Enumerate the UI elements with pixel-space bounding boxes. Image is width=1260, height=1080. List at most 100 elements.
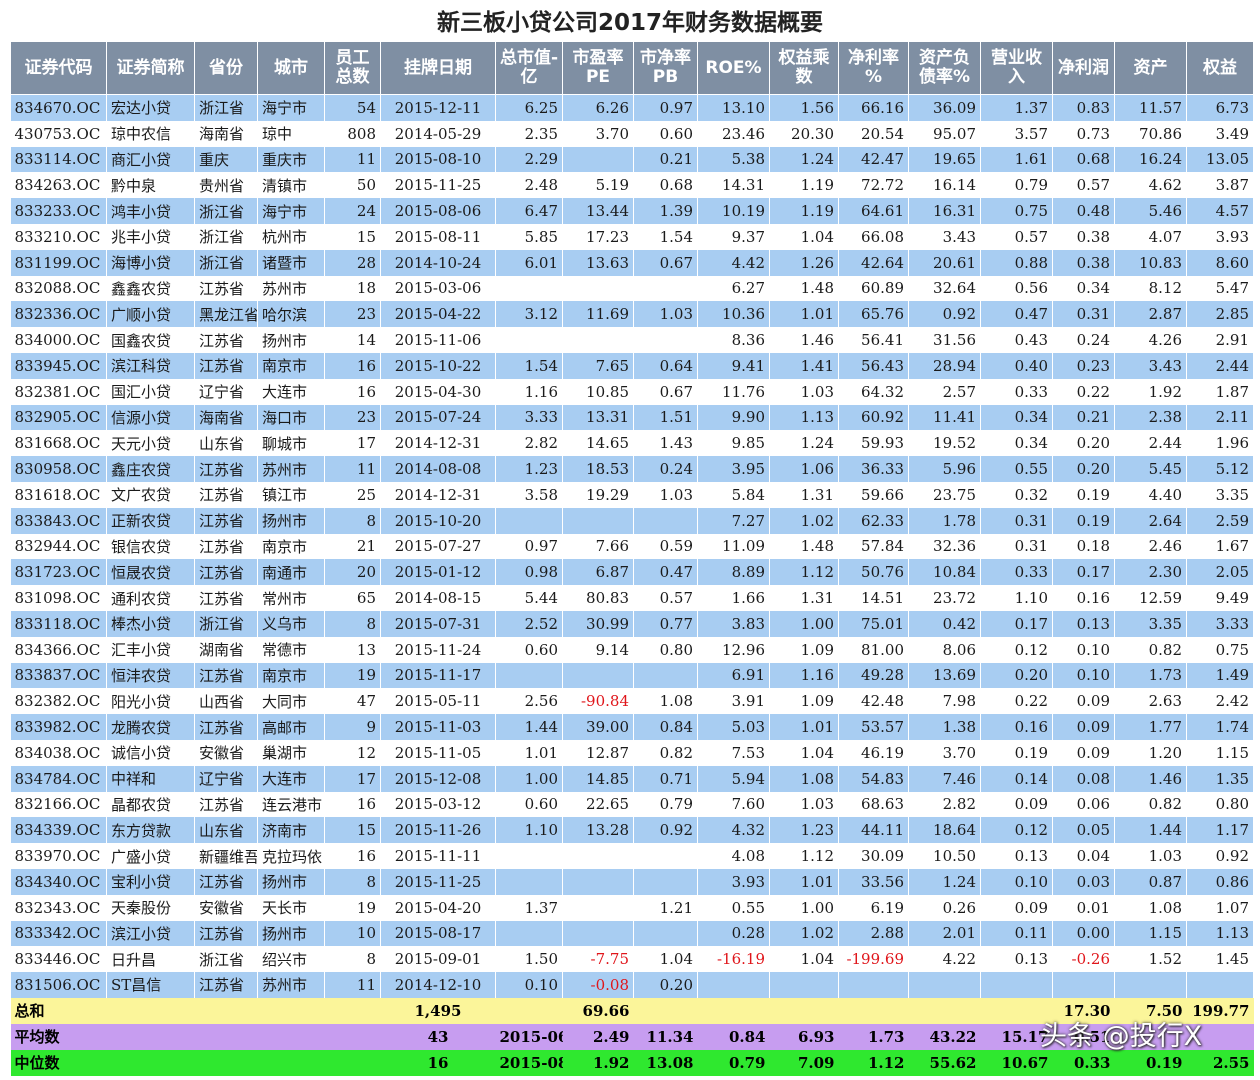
cell-listing-date: 2015-09-01: [380, 946, 496, 973]
cell-staff: 13: [324, 636, 381, 663]
cell-province: 浙江省: [194, 94, 258, 121]
cell-listing-date: 2015-04-30: [380, 378, 496, 405]
cell-revenue: 0.43: [980, 327, 1053, 353]
cell-equity-multiplier: 1.13: [769, 404, 839, 431]
cell-roe: 1.66: [697, 585, 770, 611]
cell-assets: 2.63: [1114, 688, 1187, 715]
cell-roe: 8.36: [697, 327, 770, 353]
cell-code: 833945.OC: [10, 352, 107, 379]
table-row: 832166.OC 晶都农贷 江苏省 连云港市 16 2015-03-12 0.60 22.6…: [10, 791, 1254, 818]
cell-net-margin: 66.08: [838, 223, 909, 250]
cell-revenue: 0.31: [980, 507, 1053, 534]
cell-market-cap: 2.52: [495, 610, 563, 637]
cell-assets: 5.45: [1114, 456, 1187, 482]
cell-pe: 39.00: [562, 714, 634, 740]
cell-code: 832166.OC: [10, 791, 107, 818]
cell-province: 浙江省: [194, 946, 258, 973]
cell-pe: -7.75: [562, 946, 634, 973]
cell-city: 克拉玛依: [257, 843, 325, 869]
cell-market-cap: [495, 662, 563, 689]
summary-label: 总和: [10, 997, 195, 1024]
header-net-profit: 净利润: [1052, 41, 1115, 95]
cell-net-margin: 42.64: [838, 249, 909, 276]
cell-revenue: 1.37: [980, 94, 1053, 121]
cell-pe: [562, 507, 634, 534]
cell-code: 834263.OC: [10, 172, 107, 199]
cell-market-cap: 1.10: [495, 817, 563, 844]
cell-listing-date: 2015-12-08: [380, 765, 496, 792]
cell-equity: 1.45: [1186, 946, 1254, 973]
table-row: 834366.OC 汇丰小贷 湖南省 常德市 13 2015-11-24 0.60 9.14 0…: [10, 636, 1254, 663]
cell-roe: 3.93: [697, 868, 770, 895]
cell-city: 义乌市: [257, 610, 325, 637]
cell-equity: 1.15: [1186, 739, 1254, 766]
cell-assets: 3.35: [1114, 610, 1187, 637]
cell-city: 南京市: [257, 662, 325, 689]
cell-name: 阳光小贷: [106, 688, 195, 715]
summary-city: [257, 1023, 325, 1050]
cell-revenue: 0.13: [980, 946, 1053, 973]
summary-market-cap: 2015-06-18: [495, 1023, 563, 1050]
cell-equity: 13.05: [1186, 146, 1254, 173]
cell-pb: 0.68: [633, 172, 698, 199]
cell-debt-ratio: 1.78: [908, 507, 981, 534]
cell-name: 宝利小贷: [106, 868, 195, 895]
summary-staff: [324, 1023, 381, 1050]
cell-market-cap: 1.44: [495, 714, 563, 740]
cell-equity: 3.93: [1186, 223, 1254, 250]
cell-equity: 1.87: [1186, 378, 1254, 405]
cell-net-profit: 0.68: [1052, 146, 1115, 173]
cell-city: 南通市: [257, 559, 325, 586]
cell-revenue: 0.40: [980, 352, 1053, 379]
cell-net-margin: 42.47: [838, 146, 909, 173]
cell-pb: 1.03: [633, 481, 698, 508]
cell-staff: 8: [324, 610, 381, 637]
cell-province: 江苏省: [194, 507, 258, 534]
cell-listing-date: 2015-11-17: [380, 662, 496, 689]
cell-roe: 3.91: [697, 688, 770, 715]
cell-revenue: 0.19: [980, 739, 1053, 766]
cell-listing-date: 2015-10-22: [380, 352, 496, 379]
cell-listing-date: 2015-08-17: [380, 920, 496, 947]
cell-code: 833970.OC: [10, 843, 107, 869]
cell-name: 恒晟农贷: [106, 559, 195, 586]
cell-pb: 0.57: [633, 585, 698, 611]
cell-staff: 8: [324, 868, 381, 895]
cell-debt-ratio: 7.98: [908, 688, 981, 715]
cell-revenue: 0.34: [980, 404, 1053, 431]
cell-assets: 4.07: [1114, 223, 1187, 250]
cell-listing-date: 2014-12-31: [380, 430, 496, 457]
cell-name: 广盛小贷: [106, 843, 195, 869]
cell-equity-multiplier: 1.01: [769, 301, 839, 328]
cell-listing-date: 2015-03-12: [380, 791, 496, 818]
cell-equity-multiplier: 1.04: [769, 223, 839, 250]
cell-assets: 2.30: [1114, 559, 1187, 586]
cell-revenue: 0.10: [980, 868, 1053, 895]
cell-pe: [562, 327, 634, 353]
cell-net-margin: 42.48: [838, 688, 909, 715]
cell-revenue: 0.22: [980, 688, 1053, 715]
cell-net-margin: 59.93: [838, 430, 909, 457]
cell-pb: 0.64: [633, 352, 698, 379]
cell-net-margin: 56.43: [838, 352, 909, 379]
cell-revenue: 0.79: [980, 172, 1053, 199]
cell-equity-multiplier: 1.24: [769, 146, 839, 173]
cell-net-margin: -199.69: [838, 946, 909, 973]
cell-listing-date: 2015-11-11: [380, 843, 496, 869]
cell-pb: 0.24: [633, 456, 698, 482]
cell-pe: 13.44: [562, 198, 634, 224]
header-pb: 市净率 PB: [633, 41, 698, 95]
cell-market-cap: 1.01: [495, 739, 563, 766]
cell-code: 831098.OC: [10, 585, 107, 611]
header-staff: 员工 总数: [324, 41, 381, 95]
cell-net-profit: 0.20: [1052, 430, 1115, 457]
cell-revenue: 0.16: [980, 714, 1053, 740]
cell-equity: 2.05: [1186, 559, 1254, 586]
cell-market-cap: 3.12: [495, 301, 563, 328]
cell-pe: 6.87: [562, 559, 634, 586]
cell-debt-ratio: 19.65: [908, 146, 981, 173]
summary-equity: [1186, 1023, 1254, 1050]
cell-listing-date: 2014-08-08: [380, 456, 496, 482]
table-row: 832381.OC 国汇小贷 辽宁省 大连市 16 2015-04-30 1.16 10.85…: [10, 378, 1254, 405]
cell-equity: 9.49: [1186, 585, 1254, 611]
